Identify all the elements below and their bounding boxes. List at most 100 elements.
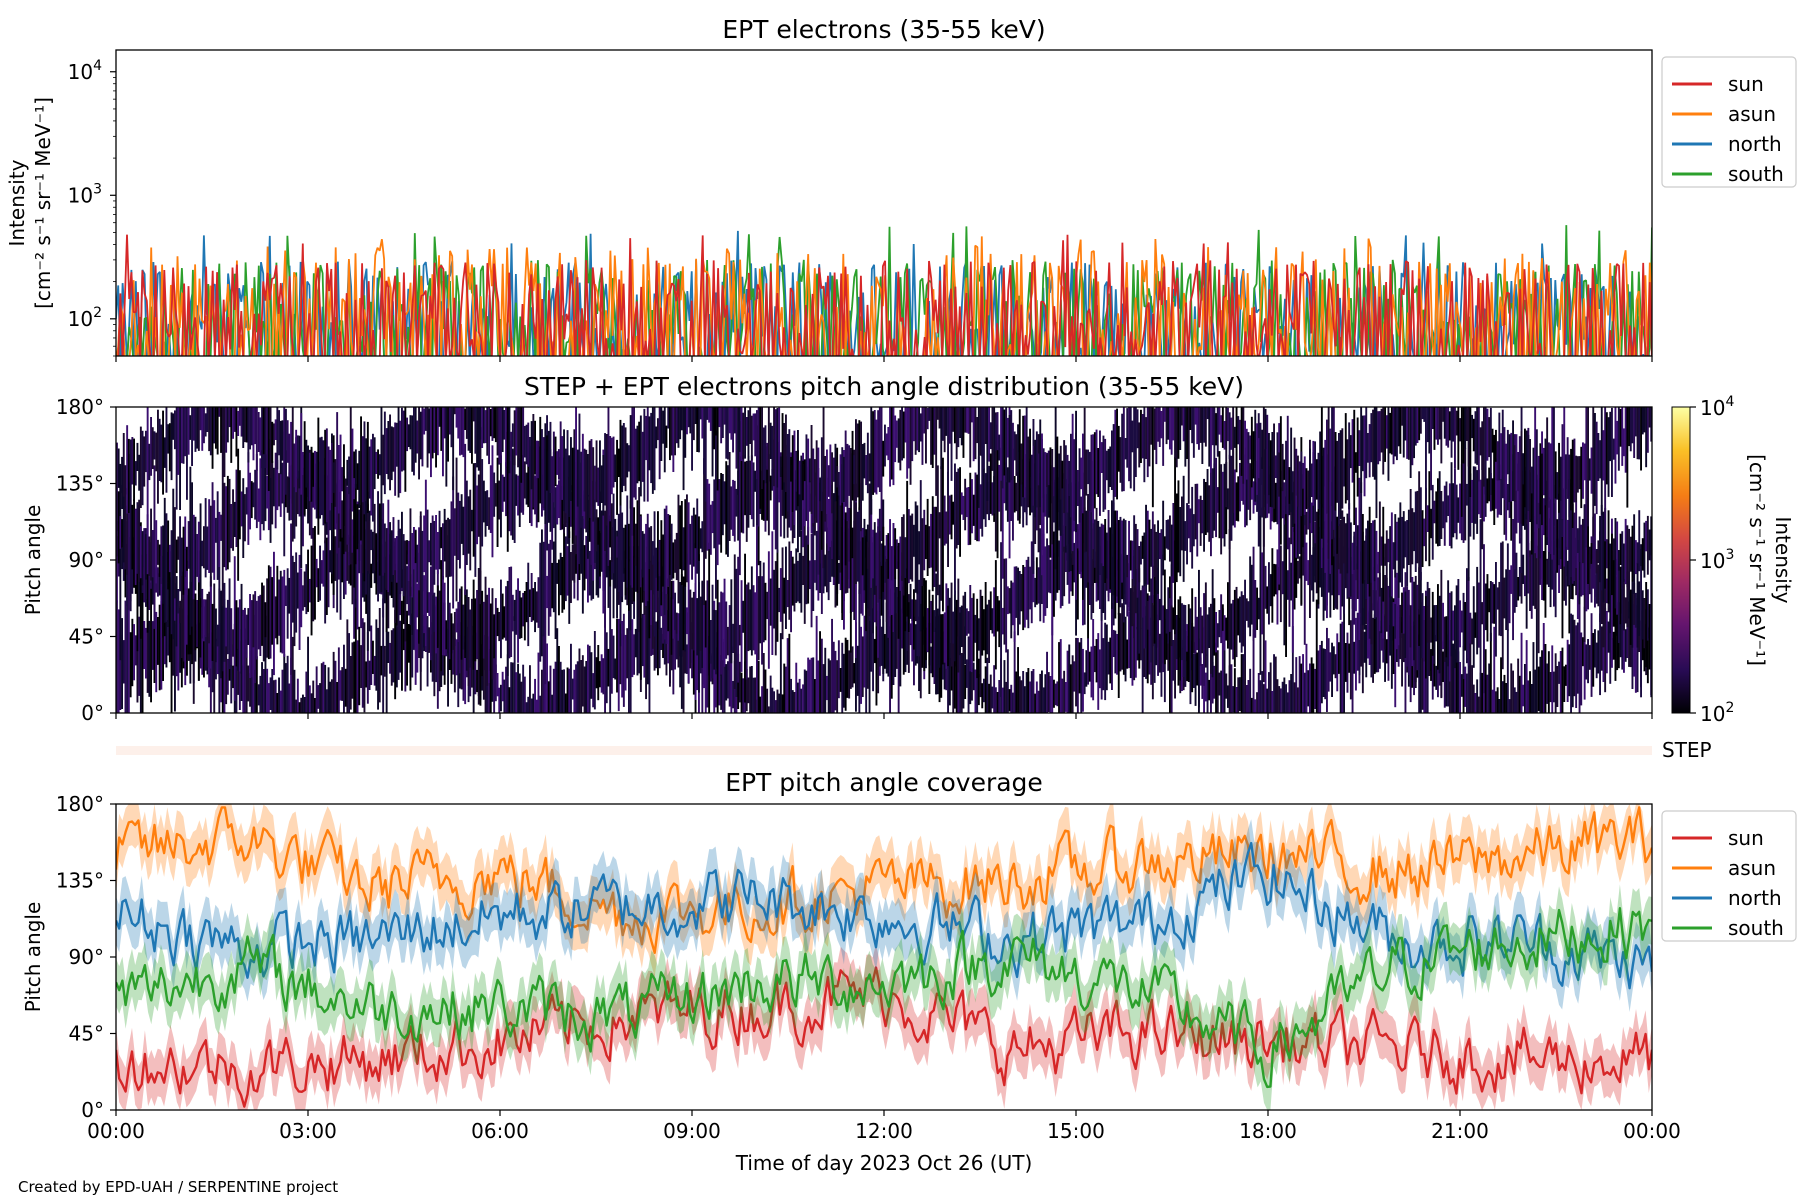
heatmap-cell	[1261, 671, 1264, 713]
heatmap-cell	[394, 609, 397, 700]
heatmap-cell	[558, 559, 560, 616]
y-tick-label: 104	[68, 58, 102, 84]
heatmap-cell	[808, 481, 811, 512]
heatmap-cell	[430, 566, 432, 661]
heatmap-cell	[1252, 546, 1255, 641]
heatmap-cell	[138, 499, 141, 583]
heatmap-cell	[1181, 496, 1183, 551]
heatmap-cell	[863, 442, 866, 479]
heatmap-cell	[677, 494, 680, 604]
heatmap-cell	[1595, 642, 1598, 679]
heatmap-cell	[1373, 519, 1376, 582]
heatmap-cell	[1326, 419, 1328, 514]
heatmap-cell	[752, 677, 755, 713]
heatmap-cell	[1464, 407, 1467, 449]
heatmap-cell	[776, 689, 779, 713]
heatmap-cell	[848, 507, 851, 562]
heatmap-cell	[1269, 662, 1272, 713]
heatmap-cell	[1129, 602, 1132, 679]
heatmap-cell	[767, 551, 770, 669]
heatmap-cell	[1496, 441, 1499, 481]
heatmap-cell	[1435, 665, 1438, 690]
heatmap-cell	[1235, 687, 1238, 713]
heatmap-cell	[331, 433, 333, 575]
heatmap-cell	[682, 527, 685, 571]
heatmap-cell	[337, 541, 340, 580]
heatmap-cell	[257, 412, 260, 452]
heatmap-cell	[1227, 407, 1229, 442]
heatmap-cell	[351, 535, 354, 605]
heatmap-cell	[464, 635, 467, 705]
heatmap-cell	[774, 700, 777, 713]
heatmap-cell	[1245, 447, 1248, 526]
heatmap-cell	[617, 618, 620, 712]
heatmap-cell	[561, 436, 564, 500]
heatmap-cell	[337, 479, 340, 548]
heatmap-cell	[675, 407, 678, 444]
heatmap-cell	[383, 523, 386, 573]
heatmap-cell	[771, 687, 774, 713]
heatmap-cell	[484, 410, 487, 444]
heatmap-cell	[1353, 531, 1356, 570]
heatmap-cell	[989, 591, 992, 631]
heatmap-cell	[162, 410, 164, 495]
heatmap-cell	[1498, 412, 1501, 481]
heatmap-cell	[1588, 458, 1591, 481]
heatmap-cell	[1402, 407, 1405, 458]
heatmap-cell	[1291, 471, 1294, 493]
heatmap-cell	[1341, 621, 1344, 713]
heatmap-cell	[1459, 418, 1461, 442]
heatmap-cell	[781, 413, 784, 490]
heatmap-cell	[416, 629, 419, 673]
heatmap-cell	[713, 479, 716, 549]
heatmap-cell	[1614, 596, 1617, 681]
heatmap-cell	[1472, 586, 1475, 668]
heatmap-cell	[1250, 564, 1253, 625]
heatmap-cell	[1213, 665, 1216, 699]
heatmap-cell	[957, 468, 960, 545]
heatmap-cell	[411, 615, 414, 678]
heatmap-cell	[993, 665, 996, 713]
heatmap-cell	[448, 602, 451, 660]
heatmap-cell	[948, 495, 951, 535]
heatmap-cell	[634, 557, 637, 592]
heatmap-cell	[213, 583, 216, 713]
heatmap-cell	[503, 410, 506, 440]
heatmap-cell	[1223, 643, 1226, 713]
heatmap-cell	[641, 431, 644, 482]
heatmap-cell	[305, 483, 308, 509]
heatmap-cell	[638, 487, 641, 633]
heatmap-cell	[1500, 433, 1502, 479]
heatmap-cell	[500, 407, 502, 464]
heatmap-cell	[952, 407, 955, 432]
heatmap-cell	[279, 443, 282, 517]
heatmap-cell	[786, 580, 789, 608]
heatmap-cell	[1068, 544, 1071, 604]
heatmap-cell	[1082, 472, 1084, 600]
heatmap-cell	[779, 456, 782, 477]
heatmap-cell	[546, 575, 548, 609]
heatmap-cell	[779, 452, 782, 537]
heatmap-cell	[1320, 547, 1323, 597]
heatmap-cell	[157, 567, 159, 597]
heatmap-cell	[740, 580, 743, 672]
heatmap-cell	[745, 584, 748, 680]
heatmap-cell	[585, 535, 588, 579]
heatmap-cell	[692, 407, 695, 441]
heatmap-cell	[546, 435, 548, 491]
heatmap-cell	[1295, 556, 1298, 598]
heatmap-cell	[1035, 557, 1038, 605]
heatmap-cell	[636, 425, 639, 484]
heatmap-cell	[145, 534, 147, 580]
heatmap-cell	[1216, 407, 1219, 457]
heatmap-cell	[752, 413, 755, 441]
heatmap-cell	[756, 450, 758, 526]
heatmap-cell	[191, 407, 193, 466]
heatmap-cell	[1317, 650, 1320, 713]
heatmap-cell	[942, 407, 944, 441]
heatmap-cell	[523, 591, 526, 641]
heatmap-cell	[901, 407, 903, 461]
heatmap-cell	[621, 425, 624, 493]
heatmap-cell	[1643, 407, 1646, 433]
heatmap-cell	[494, 664, 497, 702]
